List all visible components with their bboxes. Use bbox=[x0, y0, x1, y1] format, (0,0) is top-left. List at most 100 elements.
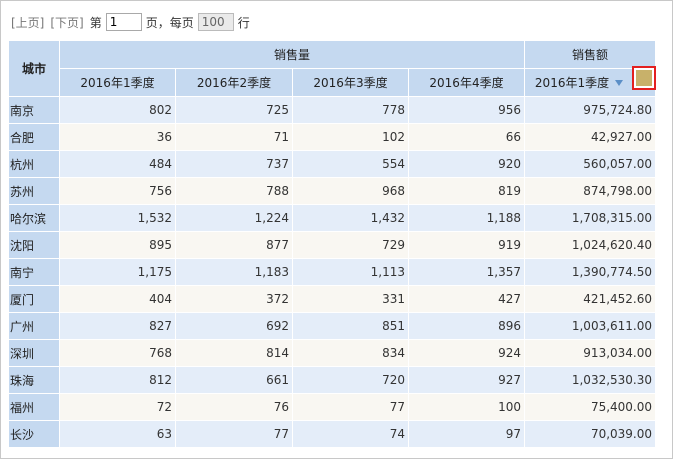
volume-q3-cell: 1,113 bbox=[292, 258, 409, 286]
city-cell: 沈阳 bbox=[8, 231, 60, 259]
table-row[interactable]: 沈阳 895 877 729 919 1,024,620.40 bbox=[8, 231, 657, 259]
volume-q1-cell: 72 bbox=[59, 393, 176, 421]
page-suffix-label: 页，每页 bbox=[145, 15, 194, 30]
amount-cell: 75,400.00 bbox=[524, 393, 657, 421]
volume-q2-cell: 814 bbox=[175, 339, 293, 367]
amount-cell: 1,390,774.50 bbox=[524, 258, 657, 286]
volume-q4-cell: 927 bbox=[407, 366, 526, 394]
city-cell: 福州 bbox=[8, 393, 60, 421]
city-cell: 苏州 bbox=[8, 177, 60, 205]
amount-header-label: 2016年1季度 bbox=[534, 76, 610, 90]
table-row[interactable]: 杭州 484 737 554 920 560,057.00 bbox=[8, 150, 657, 178]
volume-q2-cell: 76 bbox=[175, 393, 293, 421]
sales-table: 城市 销售量 销售额 2016年1季度 2016年2季度 2016年3季度 20… bbox=[8, 40, 657, 448]
amount-cell: 975,724.80 bbox=[524, 96, 657, 124]
city-cell: 长沙 bbox=[8, 420, 60, 448]
volume-q3-cell: 720 bbox=[292, 366, 409, 394]
next-page-link[interactable]: [下页] bbox=[50, 15, 84, 30]
city-cell: 南京 bbox=[8, 96, 60, 124]
city-cell: 哈尔滨 bbox=[8, 204, 60, 232]
amount-cell: 1,024,620.40 bbox=[524, 231, 657, 259]
city-cell: 广州 bbox=[8, 312, 60, 340]
table-row[interactable]: 苏州 756 788 968 819 874,798.00 bbox=[8, 177, 657, 205]
volume-q2-cell: 692 bbox=[175, 312, 293, 340]
amount-cell: 1,032,530.30 bbox=[524, 366, 657, 394]
table-row[interactable]: 福州 72 76 77 100 75,400.00 bbox=[8, 393, 657, 421]
amount-cell: 1,708,315.00 bbox=[524, 204, 657, 232]
volume-q2-cell: 77 bbox=[175, 420, 293, 448]
city-cell: 珠海 bbox=[8, 366, 60, 394]
volume-q3-cell: 77 bbox=[292, 393, 409, 421]
amount-cell: 42,927.00 bbox=[524, 123, 657, 151]
volume-q1-cell: 36 bbox=[59, 123, 176, 151]
volume-q1-cell: 756 bbox=[59, 177, 176, 205]
volume-q4-cell: 919 bbox=[407, 231, 526, 259]
amount-quarter-header[interactable]: 2016年1季度 bbox=[524, 66, 657, 97]
table-row[interactable]: 厦门 404 372 331 427 421,452.60 bbox=[8, 285, 657, 313]
column-resize-handle[interactable] bbox=[632, 66, 657, 90]
amount-header-sort[interactable]: 2016年1季度 bbox=[534, 74, 624, 91]
volume-q2-cell: 725 bbox=[175, 96, 293, 124]
volume-q4-cell: 427 bbox=[407, 285, 526, 313]
volume-q4-cell: 920 bbox=[407, 150, 526, 178]
page-number-input[interactable] bbox=[105, 13, 142, 31]
table-row[interactable]: 珠海 812 661 720 927 1,032,530.30 bbox=[8, 366, 657, 394]
volume-q2-cell: 1,224 bbox=[175, 204, 293, 232]
amount-cell: 70,039.00 bbox=[524, 420, 657, 448]
volume-q1-cell: 1,532 bbox=[59, 204, 176, 232]
sort-desc-icon[interactable] bbox=[615, 79, 624, 86]
volume-q3-cell: 834 bbox=[292, 339, 409, 367]
rows-suffix-label: 行 bbox=[237, 15, 250, 30]
pager-bar: [上页] [下页] 第 页，每页 行 bbox=[11, 11, 250, 33]
volume-q4-cell: 66 bbox=[407, 123, 526, 151]
volume-q2-cell: 737 bbox=[175, 150, 293, 178]
volume-q3-cell: 851 bbox=[292, 312, 409, 340]
table-row[interactable]: 南宁 1,175 1,183 1,113 1,357 1,390,774.50 bbox=[8, 258, 657, 286]
page-size-input[interactable] bbox=[197, 13, 234, 31]
table-body: 南京 802 725 778 956 975,724.80 合肥 36 71 1… bbox=[8, 96, 657, 448]
volume-q2-cell: 1,183 bbox=[175, 258, 293, 286]
volume-q4-cell: 1,357 bbox=[407, 258, 526, 286]
table-row[interactable]: 哈尔滨 1,532 1,224 1,432 1,188 1,708,315.00 bbox=[8, 204, 657, 232]
quarter-header-q1[interactable]: 2016年1季度 bbox=[59, 68, 176, 97]
quarter-header-q3[interactable]: 2016年3季度 bbox=[292, 68, 409, 97]
volume-q4-cell: 924 bbox=[407, 339, 526, 367]
volume-q1-cell: 404 bbox=[59, 285, 176, 313]
volume-q1-cell: 484 bbox=[59, 150, 176, 178]
volume-q3-cell: 554 bbox=[292, 150, 409, 178]
volume-q1-cell: 802 bbox=[59, 96, 176, 124]
table-row[interactable]: 南京 802 725 778 956 975,724.80 bbox=[8, 96, 657, 124]
volume-q1-cell: 63 bbox=[59, 420, 176, 448]
volume-q4-cell: 97 bbox=[407, 420, 526, 448]
amount-cell: 421,452.60 bbox=[524, 285, 657, 313]
quarter-header-q2[interactable]: 2016年2季度 bbox=[175, 68, 293, 97]
volume-q1-cell: 827 bbox=[59, 312, 176, 340]
volume-q3-cell: 968 bbox=[292, 177, 409, 205]
amount-cell: 1,003,611.00 bbox=[524, 312, 657, 340]
prev-page-link[interactable]: [上页] bbox=[11, 15, 45, 30]
volume-q2-cell: 71 bbox=[175, 123, 293, 151]
table-row[interactable]: 广州 827 692 851 896 1,003,611.00 bbox=[8, 312, 657, 340]
volume-q2-cell: 661 bbox=[175, 366, 293, 394]
volume-q4-cell: 896 bbox=[407, 312, 526, 340]
volume-q1-cell: 812 bbox=[59, 366, 176, 394]
handle-fill bbox=[636, 70, 653, 86]
volume-q4-cell: 1,188 bbox=[407, 204, 526, 232]
volume-q1-cell: 1,175 bbox=[59, 258, 176, 286]
amount-cell: 560,057.00 bbox=[524, 150, 657, 178]
sales-amount-group-header: 销售额 bbox=[524, 40, 657, 69]
table-row[interactable]: 合肥 36 71 102 66 42,927.00 bbox=[8, 123, 657, 151]
quarter-header-q4[interactable]: 2016年4季度 bbox=[407, 68, 526, 97]
table-row[interactable]: 长沙 63 77 74 97 70,039.00 bbox=[8, 420, 657, 448]
volume-q4-cell: 956 bbox=[407, 96, 526, 124]
amount-cell: 913,034.00 bbox=[524, 339, 657, 367]
city-column-header: 城市 bbox=[8, 40, 60, 97]
volume-q1-cell: 768 bbox=[59, 339, 176, 367]
city-cell: 杭州 bbox=[8, 150, 60, 178]
volume-q3-cell: 102 bbox=[292, 123, 409, 151]
page-prefix-label: 第 bbox=[89, 15, 102, 30]
volume-q4-cell: 100 bbox=[407, 393, 526, 421]
table-row[interactable]: 深圳 768 814 834 924 913,034.00 bbox=[8, 339, 657, 367]
city-cell: 合肥 bbox=[8, 123, 60, 151]
city-cell: 厦门 bbox=[8, 285, 60, 313]
